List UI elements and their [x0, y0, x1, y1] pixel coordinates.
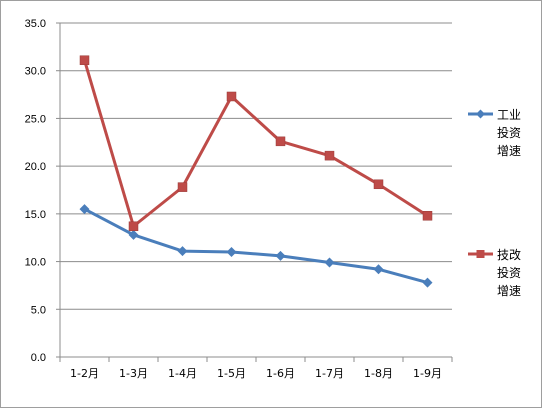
legend-label: 投资 [497, 265, 521, 280]
x-tick-label: 1-5月 [217, 367, 246, 380]
x-tick-label: 1-2月 [70, 367, 99, 380]
data-point-diamond [324, 257, 335, 268]
data-point-diamond [79, 204, 90, 215]
x-axis: 1-2月 1-3月 1-4月 1-5月 1-6月 1-7月 1-8月 1-9月 [59, 356, 453, 380]
y-tick-label: 15.0 [25, 209, 46, 221]
legend-label: 投资 [497, 125, 521, 140]
data-point-diamond [226, 247, 237, 258]
x-tick-label: 1-8月 [364, 367, 393, 380]
x-tick-label: 1-9月 [413, 367, 442, 380]
legend-label: 增速 [497, 284, 521, 298]
y-tick-label: 0.0 [31, 352, 46, 364]
data-point-diamond [177, 246, 188, 257]
x-tick-label: 1-4月 [168, 367, 197, 380]
y-tick-label: 30.0 [25, 66, 46, 78]
y-axis: 0.0 5.0 10.0 15.0 20.0 25.0 30.0 35.0 [25, 18, 61, 364]
x-tick-label: 1-6月 [266, 367, 295, 380]
data-point-square [79, 55, 90, 65]
data-point-square [324, 150, 335, 161]
legend-label: 工业 [497, 108, 521, 122]
data-point-diamond [128, 229, 139, 240]
y-tick-label: 25.0 [25, 113, 46, 125]
series-line-1 [83, 207, 428, 285]
data-point-square [275, 136, 286, 147]
y-tick-label: 35.0 [25, 18, 46, 30]
data-point-square [226, 91, 237, 102]
legend-label: 技改 [497, 248, 521, 262]
legend-marker-diamond [476, 109, 485, 119]
x-tick-label: 1-7月 [315, 367, 344, 380]
data-point-diamond [422, 277, 433, 288]
data-point-diamond [373, 264, 384, 275]
x-tick-label: 1-3月 [119, 367, 148, 380]
legend-marker-square [476, 250, 485, 258]
gridlines [60, 22, 452, 310]
data-point-square [128, 221, 139, 232]
data-point-square [373, 179, 384, 190]
data-point-square [177, 182, 188, 192]
y-tick-label: 5.0 [31, 304, 46, 316]
data-point-square [422, 211, 433, 221]
y-tick-label: 10.0 [25, 257, 46, 269]
legend-label: 增速 [497, 144, 521, 158]
data-point-diamond [275, 250, 286, 261]
y-tick-label: 20.0 [25, 161, 46, 173]
series-layer [79, 55, 433, 288]
series-line-2 [83, 59, 429, 228]
